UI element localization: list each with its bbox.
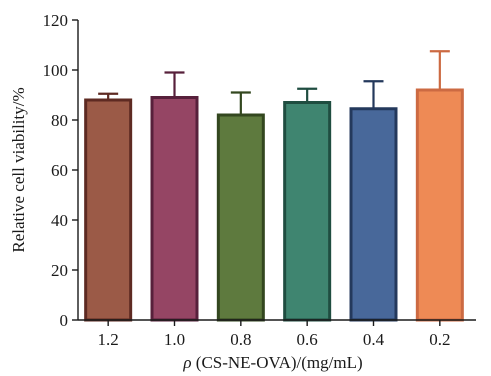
y-ticks: 0 20 40 60 80 100 120 [43, 11, 79, 330]
bar [285, 103, 330, 321]
x-tick-label: 0.2 [429, 330, 450, 349]
y-tick-label: 60 [51, 161, 68, 180]
bars-layer [86, 51, 463, 320]
x-tick-label: 1.0 [164, 330, 185, 349]
bar-group [152, 73, 197, 321]
bar-group [417, 51, 462, 320]
y-tick-label: 40 [51, 211, 68, 230]
y-tick-label: 20 [51, 261, 68, 280]
bar [152, 98, 197, 321]
y-tick-label: 80 [51, 111, 68, 130]
x-tick-label: 0.6 [297, 330, 318, 349]
x-tick-label: 0.8 [230, 330, 251, 349]
bar [218, 115, 263, 320]
y-tick-label: 100 [43, 61, 69, 80]
x-tick-label: 0.4 [363, 330, 385, 349]
y-tick-label: 120 [43, 11, 69, 30]
y-tick-label: 0 [60, 311, 69, 330]
bar-group [86, 94, 131, 320]
x-ticks: 1.2 1.0 0.8 0.6 0.4 0.2 [98, 320, 451, 349]
x-tick-label: 1.2 [98, 330, 119, 349]
bar [417, 90, 462, 320]
bar [351, 109, 396, 320]
y-axis-title: Relative cell viability/% [9, 87, 28, 252]
bar-group [218, 93, 263, 321]
bar [86, 100, 131, 320]
bar-group [285, 89, 330, 320]
bar-group [351, 81, 396, 320]
x-axis-title: ρ (CS-NE-OVA)/(mg/mL) [182, 353, 362, 372]
x-axis-label-text: (CS-NE-OVA)/(mg/mL) [192, 353, 363, 372]
x-axis-symbol: ρ [182, 353, 191, 372]
